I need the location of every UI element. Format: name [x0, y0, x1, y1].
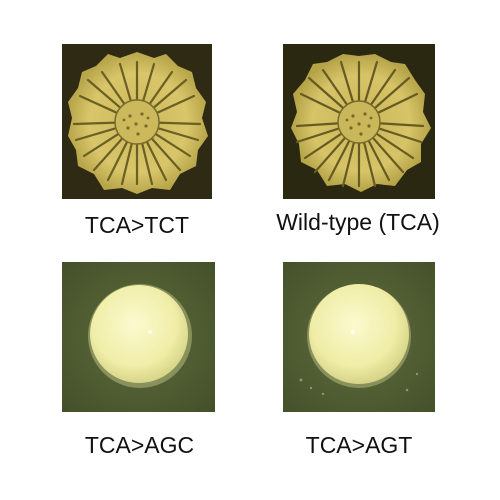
- smooth-colony-image: [62, 262, 215, 412]
- caption-tca-agc: TCA>AGC: [84, 432, 195, 458]
- wrinkled-colony-image: [283, 44, 435, 199]
- wrinkled-colony-image: [62, 44, 212, 199]
- caption-wild-type: Wild-type (TCA): [276, 209, 440, 235]
- colony-panel-tca-agt: [283, 262, 435, 412]
- colony-panel-tca-agc: [62, 262, 215, 412]
- smooth-colony-image: [283, 262, 435, 412]
- colony-panel-tca-tct: [62, 44, 212, 199]
- caption-tca-agt: TCA>AGT: [305, 432, 413, 458]
- caption-tca-tct: TCA>TCT: [84, 212, 190, 238]
- colony-panel-wild-type: [283, 44, 435, 199]
